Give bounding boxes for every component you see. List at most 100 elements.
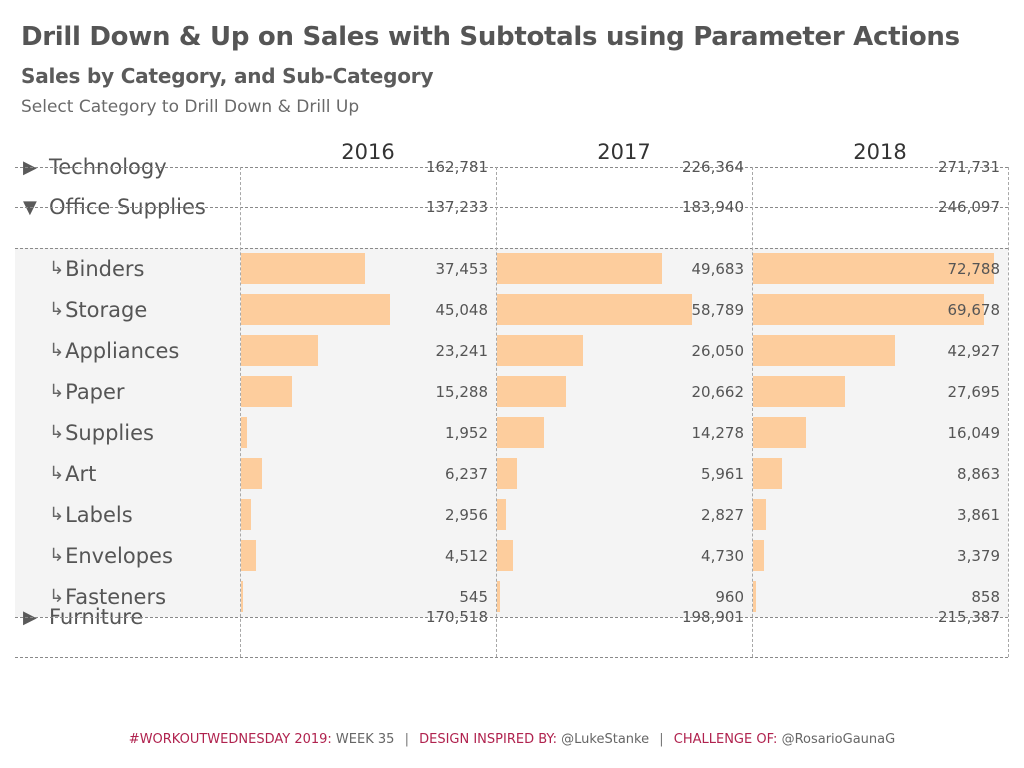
sales-bar	[497, 253, 662, 284]
footer-workout-label: #WORKOUTWEDNESDAY 2019:	[128, 732, 332, 747]
subcategory-label: ↳ Envelopes	[49, 535, 173, 576]
sales-bar	[497, 581, 501, 612]
child-arrow-icon: ↳	[49, 504, 65, 525]
value-cell-2017: 4,730	[496, 535, 752, 576]
value-cell-2016: 545	[240, 576, 496, 617]
value-cell-2016: 45,048	[240, 289, 496, 330]
value-cell-2017: 26,050	[496, 330, 752, 371]
row-divider	[15, 207, 1008, 208]
sales-bar	[241, 335, 319, 366]
bar-value-label: 2,827	[701, 505, 744, 524]
sales-bar	[497, 499, 507, 530]
value-cell-2016: 1,952	[240, 412, 496, 453]
subcategory-label: ↳ Appliances	[49, 330, 179, 371]
subcategory-row: ↳ Art 6,237 5,961 8,863	[15, 453, 1008, 494]
subcategory-label: ↳ Paper	[49, 371, 125, 412]
column-divider	[752, 167, 753, 657]
sales-bar	[753, 335, 896, 366]
sales-bar	[497, 458, 517, 489]
row-label-text: Envelopes	[65, 543, 173, 568]
bar-value-label: 27,695	[947, 382, 1001, 401]
value-cell-2017: 49,683	[496, 248, 752, 289]
value-cell-2018: 8,863	[752, 453, 1008, 494]
subcategory-row: ↳ Storage 45,048 58,789 69,678	[15, 289, 1008, 330]
value-cell-2018: 42,927	[752, 330, 1008, 371]
bar-value-label: 72,788	[947, 259, 1001, 278]
year-column-headers: 2016 2017 2018	[240, 140, 1008, 168]
bar-value-label: 545	[459, 587, 488, 606]
footer-credits: #WORKOUTWEDNESDAY 2019: WEEK 35 | DESIGN…	[0, 732, 1024, 747]
value-cell-2018: 858	[752, 576, 1008, 617]
row-label-text: Labels	[65, 502, 133, 527]
bar-value-label: 69,678	[947, 300, 1001, 319]
bar-value-label: 3,379	[957, 546, 1000, 565]
value-cell-2017: 20,662	[496, 371, 752, 412]
footer-challenge-value[interactable]: @RosarioGaunaG	[777, 732, 896, 747]
value-cell-2017: 5,961	[496, 453, 752, 494]
sales-bar	[753, 376, 845, 407]
bar-value-label: 4,730	[701, 546, 744, 565]
sales-bar	[241, 458, 262, 489]
dashboard-subtitle: Sales by Category, and Sub-Category	[21, 64, 434, 88]
footer-design-value[interactable]: @LukeStanke	[557, 732, 650, 747]
sales-bar	[241, 499, 251, 530]
bar-value-label: 6,237	[445, 464, 488, 483]
child-arrow-icon: ↳	[49, 258, 65, 279]
subcategory-label: ↳ Binders	[49, 248, 144, 289]
bar-value-label: 2,956	[445, 505, 488, 524]
column-divider	[496, 167, 497, 657]
value-cell-2016: 2,956	[240, 494, 496, 535]
sales-bar	[241, 581, 243, 612]
child-arrow-icon: ↳	[49, 381, 65, 402]
sales-bar	[753, 294, 985, 325]
subcategory-label: ↳ Fasteners	[49, 576, 166, 617]
subcategory-label: ↳ Labels	[49, 494, 133, 535]
row-label-text: Storage	[65, 297, 148, 322]
bar-value-label: 858	[971, 587, 1000, 606]
sales-bar	[753, 458, 783, 489]
subcategory-row: ↳ Fasteners 545 960 858	[15, 576, 1008, 617]
sales-bar	[241, 540, 256, 571]
value-cell-2018: 27,695	[752, 371, 1008, 412]
bar-value-label: 4,512	[445, 546, 488, 565]
subcategory-row: ↳ Paper 15,288 20,662 27,695	[15, 371, 1008, 412]
footer-separator: |	[404, 732, 409, 747]
bar-value-label: 45,048	[435, 300, 489, 319]
subcategory-label: ↳ Storage	[49, 289, 147, 330]
column-header-2016: 2016	[341, 140, 395, 164]
value-cell-2016: 6,237	[240, 453, 496, 494]
value-cell-2016: 37,453	[240, 248, 496, 289]
bar-value-label: 960	[715, 587, 744, 606]
value-cell-2016: 15,288	[240, 371, 496, 412]
footer-challenge-label: CHALLENGE OF:	[673, 732, 778, 747]
row-divider	[15, 617, 1008, 618]
column-header-2018: 2018	[853, 140, 907, 164]
subcategory-label: ↳ Art	[49, 453, 96, 494]
value-cell-2018: 3,861	[752, 494, 1008, 535]
sales-bar	[241, 417, 248, 448]
subcategory-label: ↳ Supplies	[49, 412, 154, 453]
bar-value-label: 14,278	[691, 423, 745, 442]
child-arrow-icon: ↳	[49, 299, 65, 320]
value-cell-2018: 16,049	[752, 412, 1008, 453]
value-cell-2017: 14,278	[496, 412, 752, 453]
row-divider	[15, 167, 1008, 168]
value-cell-2016: 23,241	[240, 330, 496, 371]
bar-value-label: 26,050	[691, 341, 745, 360]
bar-value-label: 1,952	[445, 423, 488, 442]
footer-workout-value: WEEK 35	[331, 732, 395, 747]
subcategory-row: ↳ Supplies 1,952 14,278 16,049	[15, 412, 1008, 453]
row-label-text: Art	[65, 461, 97, 486]
sales-bar	[753, 581, 756, 612]
sales-bar	[241, 253, 366, 284]
sales-bar	[497, 540, 513, 571]
value-cell-2017: 960	[496, 576, 752, 617]
child-arrow-icon: ↳	[49, 586, 65, 607]
sales-bar	[497, 417, 545, 448]
bar-value-label: 37,453	[435, 259, 489, 278]
child-arrow-icon: ↳	[49, 422, 65, 443]
sales-bar	[497, 335, 584, 366]
subcategory-row: ↳ Envelopes 4,512 4,730 3,379	[15, 535, 1008, 576]
value-cell-2017: 58,789	[496, 289, 752, 330]
row-divider	[15, 657, 1008, 658]
